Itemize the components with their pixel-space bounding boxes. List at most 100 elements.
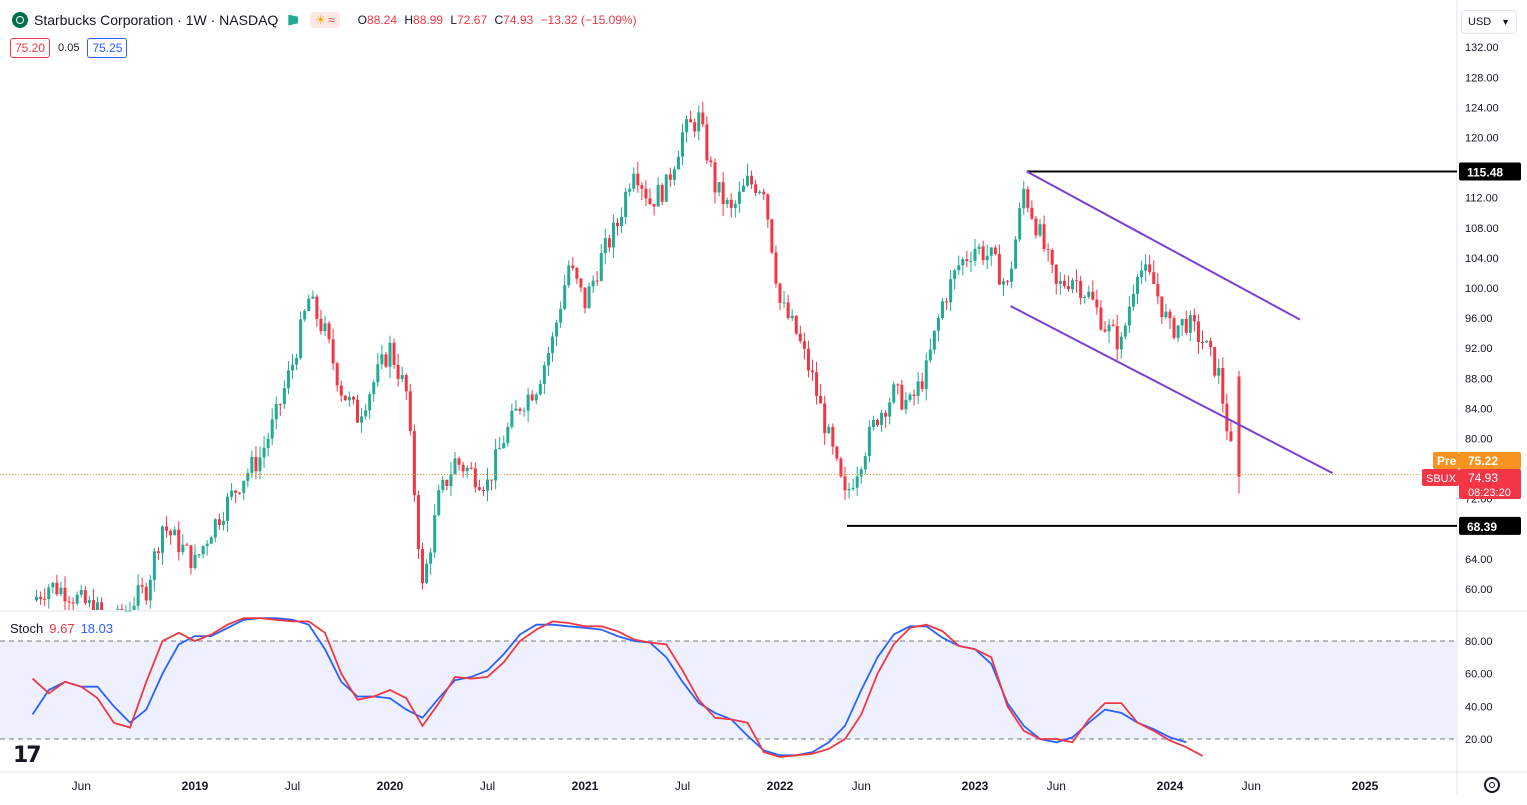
close-label: C: [494, 13, 504, 27]
candle-body: [1213, 347, 1217, 376]
candle-body: [213, 519, 217, 538]
candle-body: [896, 384, 900, 386]
candle-body: [672, 169, 676, 180]
stoch-d-line: [31, 617, 1187, 757]
candle-body: [1050, 249, 1054, 265]
candle-body: [197, 554, 201, 556]
candle-body: [299, 319, 303, 359]
candle-body: [416, 495, 420, 550]
candle-body: [1099, 307, 1103, 330]
candle-body: [522, 410, 526, 412]
candle-body: [43, 598, 47, 600]
time-axis-label: Jul: [480, 779, 495, 793]
candle-body: [782, 302, 786, 304]
candle-body: [404, 375, 408, 392]
candle-body: [778, 283, 782, 303]
candle-body: [636, 173, 640, 186]
chart-title[interactable]: Starbucks Corporation · 1W · NASDAQ: [34, 12, 279, 28]
candle-body: [51, 582, 55, 588]
sun-icon: ☀: [315, 13, 327, 27]
time-axis-label: 2020: [377, 779, 404, 793]
candle-body: [205, 543, 209, 547]
spread-value: 0.05: [58, 42, 80, 54]
currency-button[interactable]: USD ▼: [1461, 10, 1517, 34]
candle-body: [583, 287, 587, 309]
ask-price-box[interactable]: 75.25: [87, 38, 128, 58]
candle-body: [750, 175, 754, 185]
candle-body: [1046, 249, 1050, 251]
candles-group: [35, 101, 1233, 612]
candle-body: [648, 198, 652, 204]
low-label: L: [450, 13, 458, 27]
symbol-badge-text: SBUX: [1426, 473, 1457, 485]
candle-body: [449, 474, 453, 487]
candle-body: [693, 122, 697, 132]
candle-body: [1209, 340, 1213, 348]
level-bottom-badge[interactable]: [1459, 516, 1521, 535]
candle-body: [571, 265, 575, 269]
candle-body: [473, 468, 477, 488]
settings-gear-icon[interactable]: [1484, 777, 1500, 793]
candle-body: [380, 354, 384, 365]
flag-icon[interactable]: [288, 14, 299, 26]
bid-price-box[interactable]: 75.20: [10, 38, 51, 58]
candle-body: [733, 203, 737, 208]
candle-body: [144, 586, 148, 601]
candle-body: [100, 602, 104, 610]
price-tick-label: 92.00: [1465, 343, 1493, 355]
candle-body: [481, 489, 485, 491]
candle-body: [977, 246, 981, 249]
price-tick-label: 124.00: [1465, 102, 1499, 114]
time-axis-label: 2022: [767, 779, 794, 793]
market-status-pill[interactable]: ☀ ≈: [310, 12, 340, 28]
candle-body: [1083, 296, 1087, 298]
candle-body: [843, 476, 847, 491]
candle-body: [181, 544, 185, 553]
tradingview-logo-icon[interactable]: 17: [13, 743, 42, 768]
candle-body: [754, 184, 758, 193]
candle-body: [91, 600, 95, 610]
candle-body: [1111, 324, 1115, 326]
stoch-label[interactable]: Stoch: [10, 621, 44, 636]
candle-body: [295, 358, 299, 365]
price-tick-label: 84.00: [1465, 403, 1493, 415]
channel-upper-line[interactable]: [1026, 170, 1301, 321]
candle-body: [396, 364, 400, 379]
level-top-badge[interactable]: [1459, 162, 1521, 181]
wave-icon: ≈: [328, 13, 335, 27]
candle-body: [660, 185, 664, 202]
candle-body: [189, 545, 193, 569]
candle-body: [579, 278, 583, 288]
channel-lower-line[interactable]: [1010, 305, 1333, 475]
candle-body: [506, 426, 510, 444]
candle-body: [1192, 315, 1196, 322]
candle-body: [965, 259, 969, 262]
candle-body: [867, 426, 871, 457]
candle-body: [1148, 264, 1152, 273]
candle-body: [997, 253, 1001, 285]
candle-body: [632, 173, 636, 189]
candle-body: [920, 381, 924, 389]
candle-body: [758, 191, 762, 193]
candle-body: [916, 381, 920, 396]
candle-body: [1221, 368, 1225, 404]
candle-body: [969, 260, 973, 262]
time-axis-label: 2025: [1352, 779, 1379, 793]
candle-body: [811, 370, 814, 373]
candle-body: [766, 194, 770, 220]
candle-body: [1001, 281, 1005, 285]
candle-body: [1014, 239, 1018, 269]
last-price-badge: [1459, 469, 1521, 499]
candle-body: [502, 443, 506, 449]
candle-body: [616, 222, 619, 227]
candle-body: [701, 112, 705, 125]
candle-body: [827, 426, 831, 434]
candle-body: [697, 112, 701, 132]
candle-body: [1054, 264, 1058, 284]
candle-body: [303, 311, 307, 320]
candle-body: [839, 458, 843, 477]
candle-body: [376, 364, 380, 383]
price-tick-label: 64.00: [1465, 554, 1493, 566]
last-candle-body: [1237, 376, 1241, 477]
